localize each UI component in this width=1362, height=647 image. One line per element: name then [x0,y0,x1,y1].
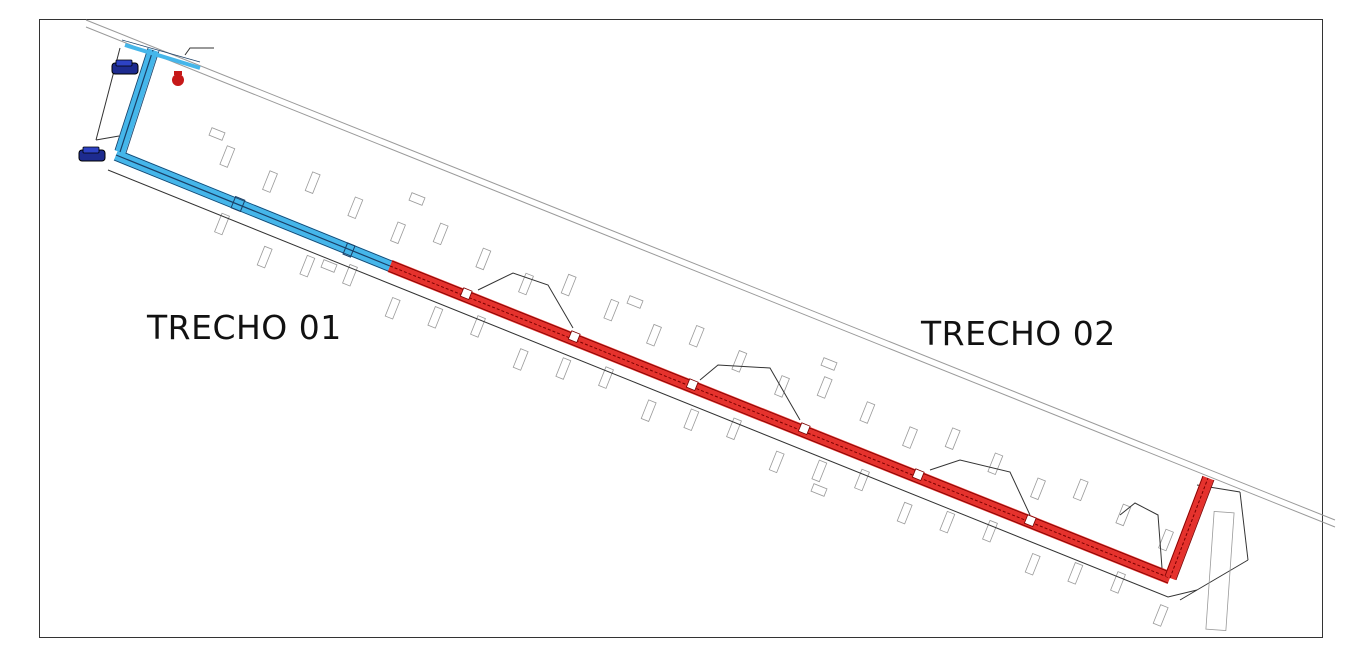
building-footprint [432,222,449,246]
building-footprint [256,245,273,269]
drawing-frame [39,19,1323,638]
building-footprint [626,295,644,309]
section-02-conduit [387,259,1215,585]
building-footprint [1024,552,1041,576]
building-footprint [347,196,364,220]
building-footprint [688,324,705,348]
building-footprint [854,468,870,492]
building-footprint [774,375,790,398]
building-footprint [987,452,1004,476]
building-footprint [731,350,748,373]
vehicle-icon [111,59,139,75]
building-footprint [598,366,614,389]
building-footprint [1110,571,1126,594]
building-footprint [427,306,444,329]
section-01-conduit [113,39,393,272]
building-footprint [816,376,833,399]
building-footprint [219,145,236,168]
section-01-label: TRECHO 01 [147,308,342,347]
building-footprint [390,221,406,245]
building-footprint [512,348,529,371]
building-footprint [342,263,358,287]
building-footprint [768,450,785,474]
building-footprint [555,357,572,380]
building-footprint [896,501,913,525]
building-footprint [1115,503,1132,527]
building-footprint [518,272,534,296]
road-lines [85,19,1336,528]
building-footprint [299,254,316,278]
section-02-label: TRECHO 02 [921,314,1116,353]
building-footprint [475,247,492,271]
building-footprint [982,519,998,543]
building-footprint [603,298,620,322]
building-footprint [820,357,838,371]
building-footprint [1030,477,1046,501]
side-detail [1205,511,1235,631]
building-footprint [939,510,956,534]
hydrant-icon [172,71,184,86]
callouts [95,47,1163,569]
building-footprint [560,273,577,297]
building-footprint [208,127,226,141]
building-footprint [1067,562,1084,585]
building-footprint [811,459,828,483]
building-footprint [810,483,828,497]
building-footprint [640,399,657,422]
building-footprint [1158,528,1174,552]
building-footprint [304,171,321,194]
building-footprint [902,426,918,449]
building-footprint [1072,478,1089,502]
building-footprint [320,259,338,273]
building-footprint [1152,604,1169,627]
building-footprint [214,212,230,236]
building-footprints [208,127,1174,627]
building-footprint [470,315,486,338]
building-footprint [384,296,401,320]
building-footprint [726,417,742,441]
building-footprint [408,192,426,206]
building-footprint [859,401,876,424]
vehicle-icon [78,146,106,162]
building-footprint [683,408,700,432]
building-footprint [944,427,961,450]
building-footprint [646,323,662,347]
building-footprint [262,170,278,193]
